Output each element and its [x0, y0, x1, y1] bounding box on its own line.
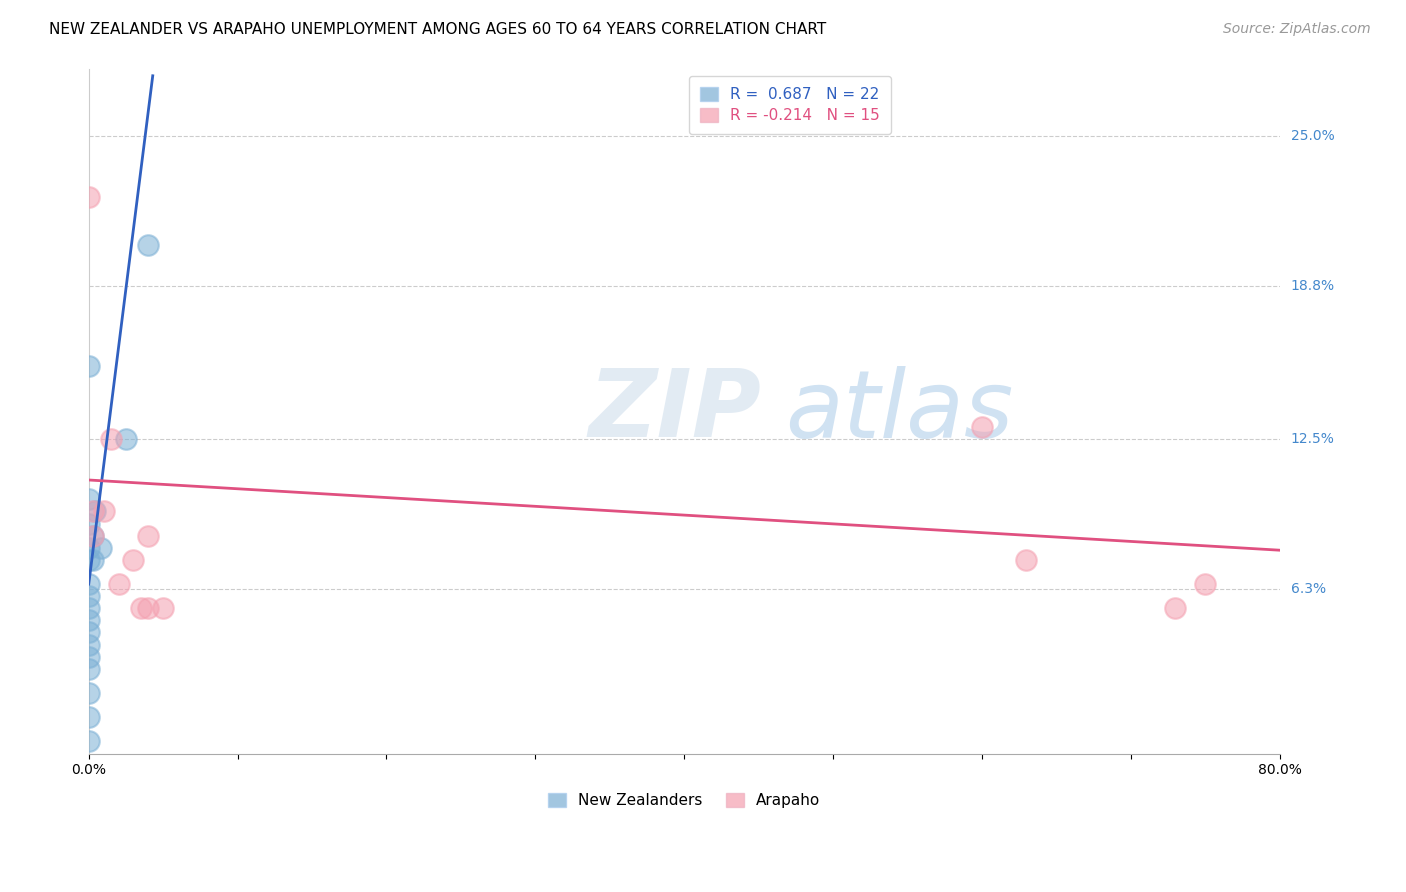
Point [82, 529, 104, 543]
Point [77, 589, 100, 603]
Legend: New Zealanders, Arapaho: New Zealanders, Arapaho [541, 787, 827, 814]
Point [77, 662, 100, 676]
Point [136, 238, 159, 252]
Point [129, 601, 152, 615]
Point [77, 553, 100, 567]
Text: NEW ZEALANDER VS ARAPAHO UNEMPLOYMENT AMONG AGES 60 TO 64 YEARS CORRELATION CHAR: NEW ZEALANDER VS ARAPAHO UNEMPLOYMENT AM… [49, 22, 827, 37]
Text: 12.5%: 12.5% [1291, 432, 1334, 446]
Text: Source: ZipAtlas.com: Source: ZipAtlas.com [1223, 22, 1371, 37]
Point [77, 190, 100, 204]
Text: 25.0%: 25.0% [1291, 129, 1334, 144]
Point [100, 432, 122, 446]
Text: atlas: atlas [786, 366, 1014, 457]
Point [77, 541, 100, 555]
Point [77, 710, 100, 724]
Point [83, 504, 105, 518]
Point [77, 577, 100, 591]
Point [1194, 577, 1216, 591]
Point [77, 516, 100, 531]
Point [82, 529, 104, 543]
Point [122, 553, 145, 567]
Point [82, 553, 104, 567]
Point [77, 734, 100, 748]
Text: 18.8%: 18.8% [1291, 279, 1334, 293]
Point [77, 686, 100, 700]
Point [90, 541, 112, 555]
Point [107, 577, 129, 591]
Point [136, 601, 159, 615]
Point [77, 601, 100, 615]
Point [1164, 601, 1187, 615]
Text: ZIP: ZIP [589, 365, 762, 457]
Point [77, 649, 100, 664]
Text: 6.3%: 6.3% [1291, 582, 1326, 596]
Point [77, 638, 100, 652]
Point [77, 614, 100, 628]
Point [77, 492, 100, 507]
Point [93, 504, 115, 518]
Point [970, 419, 993, 434]
Point [115, 432, 138, 446]
Point [77, 359, 100, 374]
Point [82, 504, 104, 518]
Point [152, 601, 174, 615]
Point [77, 625, 100, 640]
Point [136, 529, 159, 543]
Point [1015, 553, 1038, 567]
